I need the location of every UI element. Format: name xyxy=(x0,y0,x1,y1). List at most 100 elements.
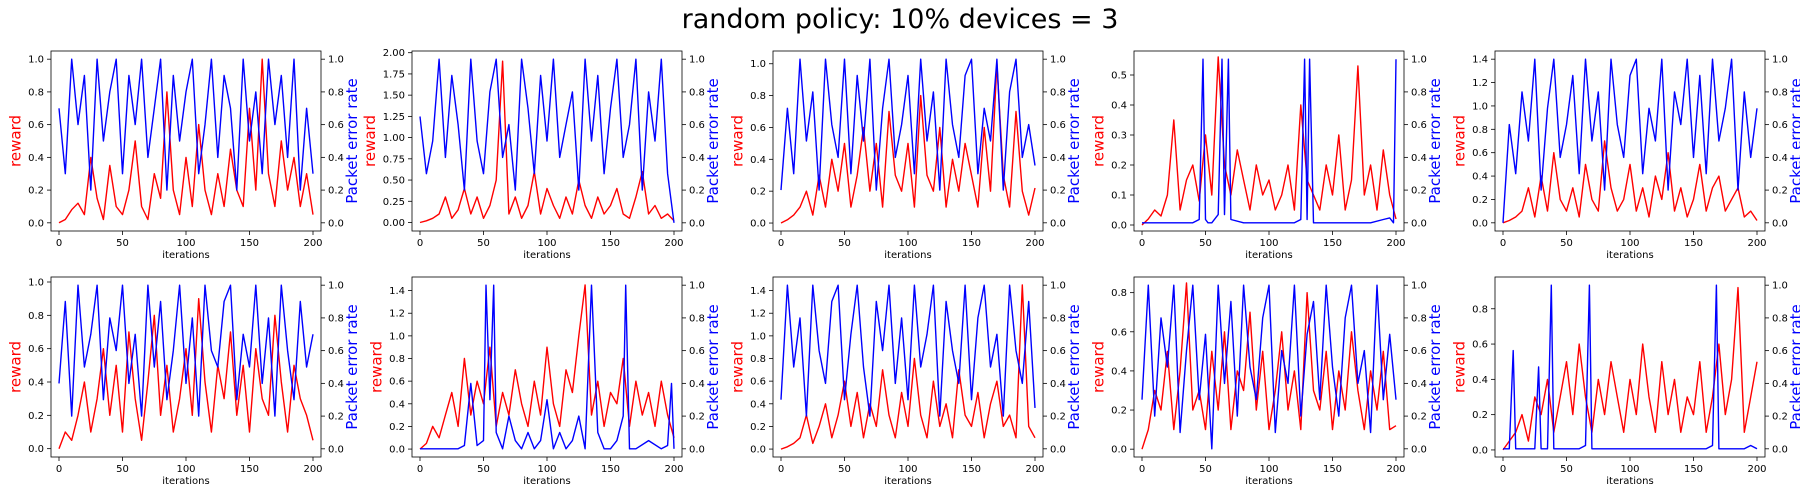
y-left-tick-label: 0.4 xyxy=(1472,172,1488,183)
y-left-tick-label: 0.75 xyxy=(383,154,405,165)
y-left-tick-label: 1.2 xyxy=(1472,78,1488,89)
y-right-tick-label: 0.0 xyxy=(328,218,344,229)
x-axis-label: iterations xyxy=(884,250,931,261)
y-right-tick-label: 1.0 xyxy=(1411,55,1427,66)
y-right-tick-label: 0.0 xyxy=(689,218,705,229)
y-right-tick-label: 0.8 xyxy=(689,87,705,98)
y-left-tick-label: 0.4 xyxy=(750,399,766,410)
y-left-tick-label: 0.6 xyxy=(28,344,44,355)
y-left-tick-label: 0.8 xyxy=(28,311,44,322)
y-left-tick-label: 0.50 xyxy=(383,176,405,187)
y-left-tick-label: 1.4 xyxy=(1472,55,1488,66)
x-tick-label: 100 xyxy=(176,464,195,475)
y-right-tick-label: 0.0 xyxy=(1411,218,1427,229)
x-tick-label: 150 xyxy=(1684,464,1703,475)
y-left-tick-label: 0.8 xyxy=(750,91,766,102)
x-tick-label: 50 xyxy=(1199,238,1212,249)
y-right-tick-label: 0.0 xyxy=(689,444,705,455)
y-right-tick-label: 1.0 xyxy=(689,55,705,66)
x-tick-label: 0 xyxy=(1139,464,1145,475)
y-left-tick-label: 0.0 xyxy=(750,219,766,230)
y-left-tick-label: 0.2 xyxy=(28,186,44,197)
y-right-tick-label: 0.4 xyxy=(689,153,705,164)
y-right-tick-label: 0.8 xyxy=(1772,87,1788,98)
y-left-tick-label: 0.2 xyxy=(389,422,405,433)
reward-line xyxy=(419,60,675,224)
x-tick-label: 0 xyxy=(417,238,423,249)
y-left-tick-label: 0.2 xyxy=(1472,410,1488,421)
y-right-tick-label: 0.6 xyxy=(328,120,344,131)
y-left-axis-label: reward xyxy=(1450,341,1468,393)
x-tick-label: 50 xyxy=(116,464,129,475)
x-tick-label: 100 xyxy=(537,464,556,475)
reward-line xyxy=(58,58,314,224)
y-left-tick-label: 0.8 xyxy=(28,87,44,98)
y-right-axis-label: Packet error rate xyxy=(1787,78,1800,203)
reward-line xyxy=(1141,282,1397,450)
y-right-tick-label: 0.4 xyxy=(1411,153,1427,164)
y-right-tick-label: 0.4 xyxy=(1050,379,1066,390)
reward-line xyxy=(419,284,675,450)
x-axis-label: iterations xyxy=(1245,476,1292,487)
x-tick-label: 50 xyxy=(838,464,851,475)
x-tick-label: 150 xyxy=(1684,238,1703,249)
y-right-tick-label: 1.0 xyxy=(1411,281,1427,292)
y-right-tick-label: 0.2 xyxy=(328,412,344,423)
y-left-tick-label: 0.0 xyxy=(1472,218,1488,229)
y-right-tick-label: 0.0 xyxy=(328,444,344,455)
y-left-tick-label: 2.00 xyxy=(383,48,405,59)
y-right-tick-label: 0.2 xyxy=(689,186,705,197)
y-right-axis-label: Packet error rate xyxy=(1426,304,1444,429)
x-tick-label: 100 xyxy=(1620,464,1639,475)
subplot-8: 0 50 100 150 200 iterations 0.0 0.2 0.4 0.6 0.8 1.0… xyxy=(728,276,1083,487)
y-left-tick-label: 0.5 xyxy=(1111,71,1127,82)
reward-line xyxy=(1141,56,1397,226)
y-left-tick-label: 1.0 xyxy=(28,55,44,66)
y-left-tick-label: 0.4 xyxy=(1472,375,1488,386)
packet-error-line xyxy=(1142,58,1397,224)
x-tick-label: 0 xyxy=(1139,238,1145,249)
y-left-axis-label: reward xyxy=(1089,341,1107,393)
y-right-axis-label: Packet error rate xyxy=(704,78,722,203)
y-left-tick-label: 0.0 xyxy=(389,445,405,456)
y-right-tick-label: 0.6 xyxy=(1411,120,1427,131)
y-left-tick-label: 1.00 xyxy=(383,133,405,144)
y-left-tick-label: 0.6 xyxy=(750,377,766,388)
y-left-tick-label: 0.4 xyxy=(28,153,44,164)
y-right-tick-label: 0.2 xyxy=(1772,186,1788,197)
y-right-tick-label: 0.4 xyxy=(1050,153,1066,164)
y-left-tick-label: 0.0 xyxy=(1111,445,1127,456)
y-right-axis-label: Packet error rate xyxy=(343,304,361,429)
y-left-axis-label: reward xyxy=(361,115,379,167)
y-right-axis-label: Packet error rate xyxy=(1787,304,1800,429)
subplot-5: 0 50 100 150 200 iterations 0.0 0.2 0.4 0.6 0.8 1.0… xyxy=(1450,50,1800,261)
y-left-tick-label: 0.3 xyxy=(1111,131,1127,142)
y-left-tick-label: 0.6 xyxy=(389,377,405,388)
y-left-axis-label: reward xyxy=(1450,115,1468,167)
y-left-tick-label: 0.6 xyxy=(1111,327,1127,338)
x-tick-label: 150 xyxy=(601,464,620,475)
subplot-10: 0 50 100 150 200 iterations 0.0 0.2 0.4 0.6 0.8 0.0… xyxy=(1450,276,1800,487)
y-right-tick-label: 0.4 xyxy=(1772,379,1788,390)
y-left-tick-label: 0.0 xyxy=(1111,221,1127,232)
y-left-axis-label: reward xyxy=(728,115,746,167)
packet-error-line xyxy=(58,58,314,191)
y-left-tick-label: 0.25 xyxy=(383,197,405,208)
x-tick-label: 150 xyxy=(240,238,259,249)
y-left-tick-label: 1.50 xyxy=(383,91,405,102)
x-tick-label: 0 xyxy=(778,464,784,475)
figure-title: random policy: 10% devices = 3 xyxy=(681,4,1119,35)
y-right-tick-label: 0.6 xyxy=(328,346,344,357)
x-tick-label: 100 xyxy=(898,238,917,249)
packet-error-line xyxy=(1502,58,1758,223)
y-left-axis-label: reward xyxy=(6,115,24,167)
y-left-tick-label: 0.6 xyxy=(750,123,766,134)
y-left-tick-label: 0.2 xyxy=(750,187,766,198)
y-left-tick-label: 1.4 xyxy=(750,286,766,297)
y-left-tick-label: 0.6 xyxy=(1472,148,1488,159)
x-tick-label: 0 xyxy=(1500,464,1506,475)
y-left-tick-label: 1.0 xyxy=(28,278,44,289)
y-right-tick-label: 0.2 xyxy=(328,186,344,197)
y-right-tick-label: 0.6 xyxy=(689,346,705,357)
y-right-tick-label: 0.2 xyxy=(1411,412,1427,423)
